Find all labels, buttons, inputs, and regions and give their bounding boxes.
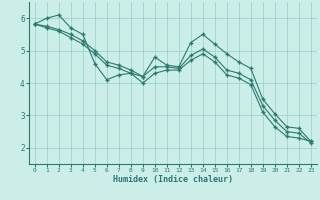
- X-axis label: Humidex (Indice chaleur): Humidex (Indice chaleur): [113, 175, 233, 184]
